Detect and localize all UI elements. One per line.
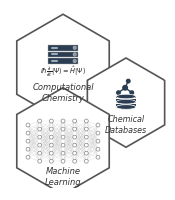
Circle shape — [73, 135, 77, 139]
Circle shape — [73, 59, 76, 63]
Circle shape — [123, 85, 127, 90]
Polygon shape — [17, 88, 109, 194]
Circle shape — [96, 123, 100, 127]
Circle shape — [26, 155, 30, 159]
Circle shape — [61, 151, 65, 155]
Polygon shape — [17, 14, 109, 121]
Circle shape — [26, 123, 30, 127]
Ellipse shape — [116, 105, 136, 109]
Circle shape — [49, 159, 53, 163]
Circle shape — [49, 119, 53, 123]
Ellipse shape — [116, 99, 136, 104]
Bar — [116, 96, 136, 107]
Polygon shape — [87, 58, 165, 147]
Circle shape — [84, 151, 88, 155]
Text: Machine
Learning: Machine Learning — [45, 167, 81, 187]
Circle shape — [73, 159, 77, 163]
Circle shape — [96, 131, 100, 135]
Text: Chemical
Databases: Chemical Databases — [105, 115, 147, 135]
Circle shape — [38, 151, 42, 155]
Circle shape — [49, 135, 53, 139]
Circle shape — [73, 46, 76, 50]
Circle shape — [84, 135, 88, 139]
Bar — [48, 52, 78, 57]
Circle shape — [73, 53, 76, 56]
Circle shape — [38, 159, 42, 163]
Circle shape — [127, 79, 130, 83]
Circle shape — [26, 147, 30, 151]
Circle shape — [61, 119, 65, 123]
Circle shape — [73, 143, 77, 147]
Circle shape — [84, 119, 88, 123]
Circle shape — [96, 147, 100, 151]
Circle shape — [38, 135, 42, 139]
Circle shape — [96, 139, 100, 143]
Circle shape — [61, 159, 65, 163]
Circle shape — [61, 143, 65, 147]
Circle shape — [84, 127, 88, 131]
Text: Computational
Chemistry: Computational Chemistry — [32, 83, 94, 103]
Circle shape — [26, 131, 30, 135]
Circle shape — [26, 139, 30, 143]
Bar — [48, 45, 78, 51]
Circle shape — [49, 151, 53, 155]
Circle shape — [38, 127, 42, 131]
Circle shape — [49, 127, 53, 131]
Circle shape — [117, 91, 120, 94]
Circle shape — [73, 119, 77, 123]
Circle shape — [73, 127, 77, 131]
Circle shape — [84, 159, 88, 163]
Circle shape — [38, 119, 42, 123]
Bar — [48, 58, 78, 64]
Circle shape — [84, 143, 88, 147]
Text: $i\hbar\frac{\partial}{\partial t}|\Psi\rangle = \hat{H}|\Psi\rangle$: $i\hbar\frac{\partial}{\partial t}|\Psi\… — [40, 65, 86, 79]
Circle shape — [49, 143, 53, 147]
Circle shape — [130, 91, 134, 94]
Bar — [116, 103, 136, 104]
Circle shape — [96, 155, 100, 159]
Circle shape — [73, 151, 77, 155]
Ellipse shape — [116, 94, 136, 99]
Bar — [116, 98, 136, 99]
Circle shape — [61, 135, 65, 139]
Ellipse shape — [116, 105, 136, 109]
Circle shape — [61, 127, 65, 131]
Circle shape — [38, 143, 42, 147]
